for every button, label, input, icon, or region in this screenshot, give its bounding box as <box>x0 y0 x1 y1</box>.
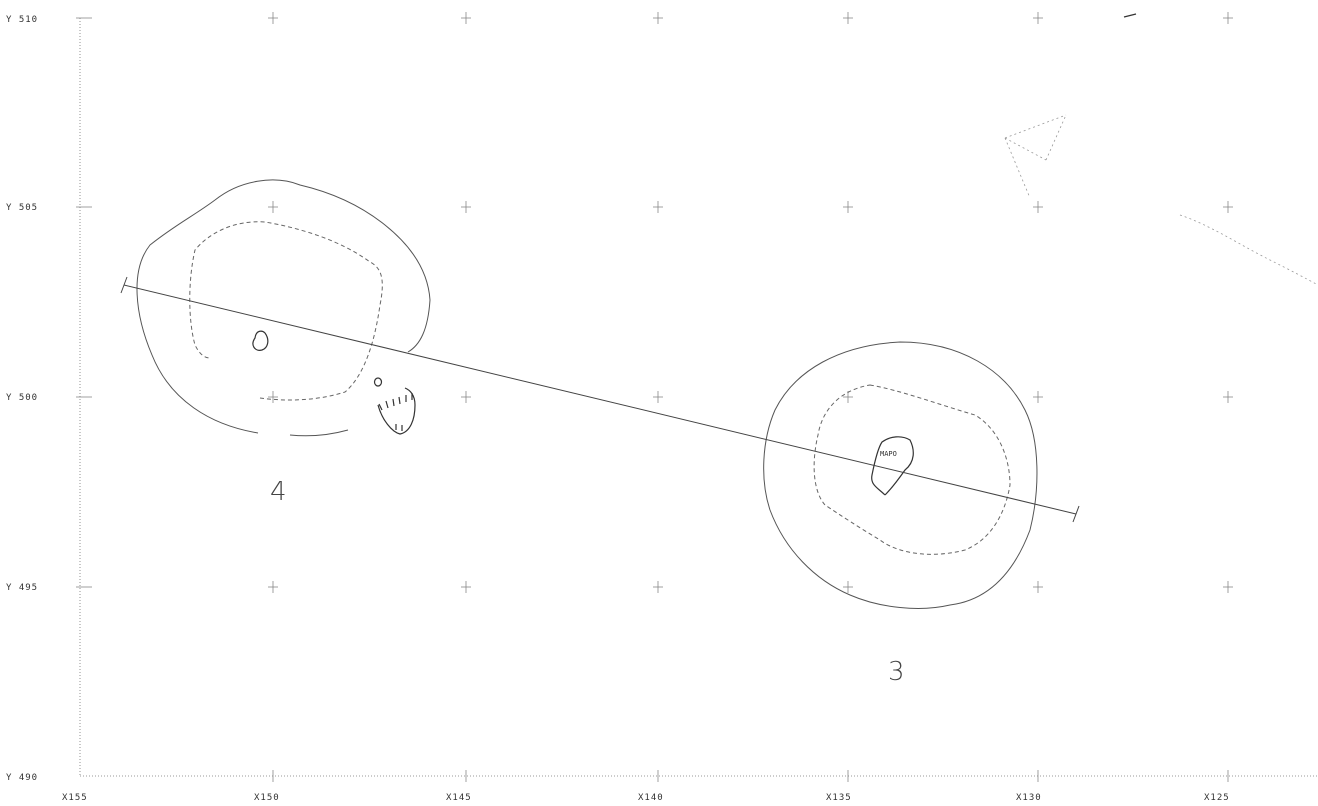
feature-4-hatching <box>378 393 413 431</box>
section-line-main <box>123 284 1077 515</box>
x-label-125: X125 <box>1204 793 1230 803</box>
x-label-150: X150 <box>254 793 280 803</box>
north-arrow-icon <box>1123 13 1137 18</box>
y-label-505: Y 505 <box>6 203 38 213</box>
y-label-490: Y 490 <box>6 773 38 783</box>
feature-3-outer-contour <box>763 341 1038 609</box>
y-label-495: Y 495 <box>6 583 38 593</box>
feature-4-outer-contour <box>136 179 431 434</box>
section-line <box>120 276 1080 523</box>
y-label-510: Y 510 <box>6 15 38 25</box>
feature-4-small-pit <box>252 330 269 351</box>
feature-4: 4 <box>136 179 431 507</box>
feature-3-inner-contour <box>813 384 1011 555</box>
feature-3: MAPO 3 <box>763 341 1038 687</box>
feature-4-outer-contour-gap <box>289 429 349 437</box>
feature-3-pit-label: MAPO <box>880 450 897 458</box>
section-line-start-tick <box>120 276 128 294</box>
y-label-500: Y 500 <box>6 393 38 403</box>
x-label-130: X130 <box>1016 793 1042 803</box>
feature-4-small-circle <box>373 377 383 387</box>
faint-sketch-diagonal <box>1179 214 1318 286</box>
x-label-140: X140 <box>638 793 664 803</box>
feature-4-inner-contour <box>189 221 383 401</box>
x-label-135: X135 <box>826 793 852 803</box>
x-label-145: X145 <box>446 793 472 803</box>
grid-crosses <box>76 12 1233 782</box>
feature-4-label: 4 <box>270 477 287 507</box>
faint-sketch <box>1004 13 1318 286</box>
feature-3-label: 3 <box>888 657 905 687</box>
section-line-end-tick <box>1072 505 1080 523</box>
x-label-155: X155 <box>62 793 88 803</box>
faint-sketch-triangle <box>1004 114 1067 199</box>
